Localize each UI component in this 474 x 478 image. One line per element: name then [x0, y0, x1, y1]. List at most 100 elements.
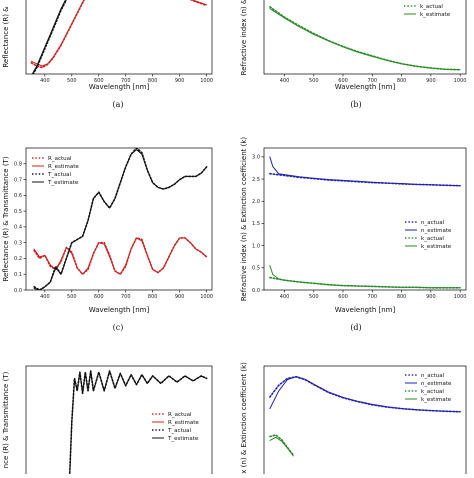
- x-tick-label: 800: [148, 294, 158, 300]
- x-tick-label: 900: [175, 78, 185, 84]
- legend: R_actual R_estimate T_actual T_estimate: [152, 412, 199, 442]
- series-a-2: [189, 0, 208, 7]
- panel-label-a: (a): [112, 100, 123, 109]
- series-a-1: [30, 0, 85, 67]
- y-tick-label: 0.6: [14, 193, 22, 199]
- legend-label: k_actual: [420, 4, 443, 10]
- x-tick-label: 800: [148, 78, 158, 84]
- legend-label: R_actual: [48, 156, 72, 162]
- y-tick-label: 0.0: [14, 288, 22, 294]
- axes-frame: [25, 365, 213, 478]
- series-T-estimate: [69, 370, 208, 478]
- x-tick-label: 900: [175, 294, 185, 300]
- legend-label: k_actual: [421, 236, 444, 242]
- x-tick-label: 400: [40, 294, 50, 300]
- series-group: [33, 148, 208, 290]
- x-tick-label: 700: [121, 294, 131, 300]
- y-axis-label: Reflectance (R) & Transmittance (T): [2, 156, 10, 281]
- x-tick-label: 600: [94, 78, 104, 84]
- series-T-estimate: [33, 149, 208, 290]
- series-n-estimate: [269, 376, 461, 413]
- legend-label: T_estimate: [167, 436, 199, 442]
- series-group: [269, 376, 461, 457]
- x-tick-label: 1000: [200, 294, 213, 300]
- chart-e: nce (R) & Transmittance (T) R_actual R_est…: [2, 365, 213, 478]
- y-tick-label: 0.2: [14, 256, 22, 262]
- axes-frame: [25, 147, 213, 291]
- axes-frame: [263, 147, 467, 291]
- series-a-4: [32, 0, 68, 74]
- x-tick-label: 800: [397, 78, 407, 84]
- x-tick-label: 1000: [200, 78, 213, 84]
- legend-label: k_estimate: [420, 12, 451, 18]
- series-group: [269, 6, 461, 71]
- chart-d: 400 500 600 700 800 900 1000 0.0 0.5 1.0 1.5 2.0 2.5…: [240, 137, 467, 314]
- legend-label: n_estimate: [421, 381, 452, 387]
- x-tick-label: 600: [94, 294, 104, 300]
- legend-label: k_estimate: [421, 397, 452, 403]
- y-tick-label: 0.8: [14, 162, 22, 168]
- legend: n_actual n_estimate k_actual k_estimate: [405, 220, 452, 250]
- y-tick-label: 0.7: [14, 177, 22, 183]
- x-tick-label: 1000: [454, 78, 467, 84]
- y-axis-label: nce (R) & Transmittance (T): [2, 371, 10, 468]
- panel-label-d: (d): [350, 323, 361, 332]
- x-tick-label: 500: [67, 78, 77, 84]
- x-tick-label: 600: [338, 294, 348, 300]
- y-tick-label: 0.0: [252, 288, 260, 294]
- x-tick-label: 500: [67, 294, 77, 300]
- x-tick-label: 900: [426, 294, 436, 300]
- series-k-estimate: [269, 436, 294, 457]
- x-tick-label: 500: [309, 78, 319, 84]
- legend: R_actual R_estimate T_actual T_estimate: [32, 156, 79, 186]
- x-axis-label: Wavelength [nm]: [335, 306, 396, 314]
- y-tick-label: 1.0: [252, 243, 260, 249]
- series-k-estimate: [269, 265, 461, 289]
- x-tick-label: 1000: [454, 294, 467, 300]
- y-axis-label: Refractive index (n) &: [240, 0, 248, 75]
- series-group: [30, 0, 208, 74]
- series-R-estimate: [33, 237, 208, 275]
- chart-c: 400 500 600 700 800 900 1000 0.0 0.1 0.2 0.3 0.4 0.5…: [2, 147, 213, 314]
- legend-label: n_actual: [421, 373, 445, 379]
- legend-label: k_actual: [421, 389, 444, 395]
- legend-label: T_actual: [47, 172, 72, 178]
- legend-label: R_estimate: [48, 164, 79, 170]
- x-tick-label: 500: [309, 294, 319, 300]
- legend-label: n_estimate: [421, 228, 452, 234]
- legend-label: k_estimate: [421, 244, 452, 250]
- x-tick-label: 900: [426, 78, 436, 84]
- axes-frame: [263, 0, 467, 75]
- y-axis-label: Reflectance (R) &: [2, 6, 10, 68]
- y-axis-label: Refractive index (n) & Extinction coeffi…: [240, 137, 248, 302]
- legend-label: T_estimate: [47, 180, 79, 186]
- series-k-estimate: [269, 8, 461, 71]
- y-tick-label: 1.5: [252, 221, 260, 227]
- x-tick-label: 700: [121, 78, 131, 84]
- series-n-estimate: [269, 156, 461, 187]
- x-tick-label: 700: [368, 294, 378, 300]
- series-a-3: [191, 0, 208, 6]
- x-tick-label: 600: [338, 78, 348, 84]
- y-tick-label: 0.5: [252, 266, 260, 272]
- x-tick-label: 700: [368, 78, 378, 84]
- x-tick-label: 800: [397, 294, 407, 300]
- series-a-5: [31, 0, 66, 74]
- y-tick-label: 2.5: [252, 177, 260, 183]
- legend: k_actual k_estimate: [404, 4, 451, 18]
- x-tick-label: 400: [40, 78, 50, 84]
- chart-a: 400 500 600 700 800 900 1000 Wavelength [nm] Ref…: [2, 0, 213, 91]
- x-tick-label: 400: [280, 294, 290, 300]
- legend-label: R_estimate: [168, 420, 199, 426]
- y-tick-label: 2.0: [252, 199, 260, 205]
- y-tick-label: 3.0: [252, 155, 260, 161]
- x-axis-label: Wavelength [nm]: [89, 306, 150, 314]
- x-tick-label: 400: [280, 78, 290, 84]
- legend-label: n_actual: [421, 220, 445, 226]
- panel-label-c: (c): [113, 323, 124, 332]
- axes-frame: [25, 0, 213, 75]
- x-axis-label: Wavelength [nm]: [335, 83, 396, 91]
